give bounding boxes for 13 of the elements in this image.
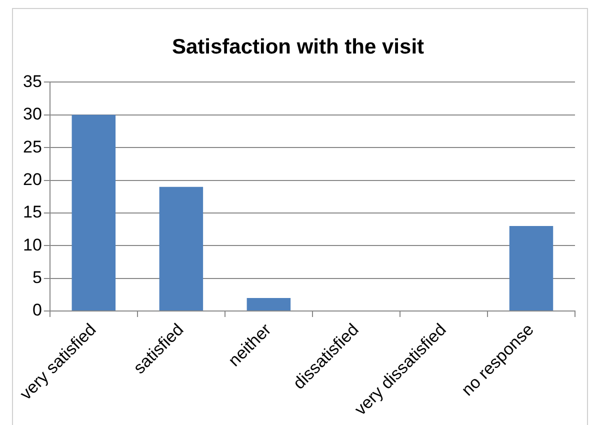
bar	[72, 114, 116, 311]
bar	[509, 226, 554, 311]
bar	[246, 298, 291, 311]
y-tick-label: 5	[32, 268, 42, 288]
bar	[159, 186, 204, 311]
y-tick-label: 20	[22, 170, 42, 189]
y-tick-label: 15	[22, 202, 42, 222]
y-tick-label: 10	[22, 235, 42, 254]
y-tick-label: 35	[22, 72, 42, 91]
y-tick-label: 0	[32, 300, 42, 320]
y-tick-label: 30	[22, 104, 42, 124]
y-tick-label: 25	[22, 137, 42, 156]
chart-title: Satisfaction with the visit	[172, 35, 424, 58]
